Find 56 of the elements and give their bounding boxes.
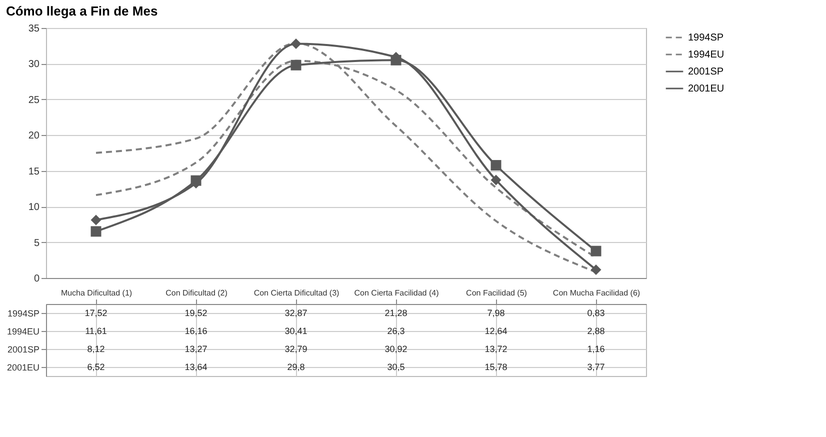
data-label: 1,16: [587, 344, 605, 354]
data-label: 13,72: [484, 344, 508, 354]
legend-label: 2001EU: [688, 84, 724, 94]
y-tick-label: 20: [28, 130, 40, 142]
data-label: 26,3: [387, 326, 405, 336]
legend-label: 1994SP: [688, 32, 724, 44]
data-label: 13,64: [184, 362, 208, 372]
data-label: 30,41: [284, 326, 308, 336]
text: 1994SP: [7, 308, 40, 318]
data-label: 30,92: [384, 344, 408, 354]
point: [90, 226, 102, 237]
data-label: 30,5: [387, 362, 405, 372]
point: [590, 264, 602, 275]
data-label: 8,12: [87, 344, 105, 354]
data-label: 6,52: [87, 362, 105, 372]
point: [490, 174, 502, 186]
data-label: 15,78: [484, 362, 508, 372]
point: [590, 246, 602, 256]
data-label: 19,52: [184, 308, 208, 318]
point: [90, 214, 102, 226]
x-tick-label: Con Cierta Dificultad (3): [254, 288, 340, 298]
y-tick-label: 30: [28, 59, 40, 70]
legend-label: 2001SP: [688, 66, 724, 78]
data-label: 11,61: [85, 326, 107, 336]
x-tick-label: Con Dificultad (2): [166, 288, 228, 298]
x-tick-label: Con Mucha Facilidad (6): [552, 288, 640, 298]
data-label: 32,87: [284, 308, 308, 318]
x-tick-label: Con Facilidad (5): [466, 288, 528, 298]
y-tick-label: 15: [28, 166, 40, 178]
text: 2001SP: [7, 344, 40, 354]
data-label: 0,83: [587, 308, 605, 318]
y-tick-label: 5: [34, 238, 40, 249]
text: 2001EU: [6, 362, 40, 372]
point: [390, 54, 402, 66]
data-label: 2,88: [587, 326, 605, 336]
x-tick-label: Mucha Dificultad (1): [60, 288, 132, 298]
data-label: 21,28: [384, 308, 408, 318]
point: [290, 38, 302, 50]
chart-title: Cómo llega a Fin de Mes: [6, 4, 158, 18]
data-label: 16,16: [184, 326, 208, 336]
data-label: 17,52: [84, 308, 108, 318]
data-label: 3,77: [587, 362, 605, 372]
x-tick-label: Con Cierta Facilidad (4): [354, 288, 440, 298]
data-label: 7,98: [487, 308, 505, 318]
legend-label: 1994EU: [688, 50, 724, 60]
data-label: 13,27: [184, 344, 208, 354]
text: 1994EU: [6, 326, 40, 336]
y-tick-label: 0: [34, 274, 40, 284]
data-label: 29,8: [287, 362, 305, 372]
y-tick-label: 25: [28, 94, 40, 106]
y-tick-label: 35: [28, 24, 40, 34]
point: [490, 160, 502, 171]
point: [290, 60, 302, 70]
data-label: 32,79: [284, 344, 308, 354]
data-label: 12,64: [484, 326, 508, 336]
y-tick-label: 10: [28, 202, 40, 214]
